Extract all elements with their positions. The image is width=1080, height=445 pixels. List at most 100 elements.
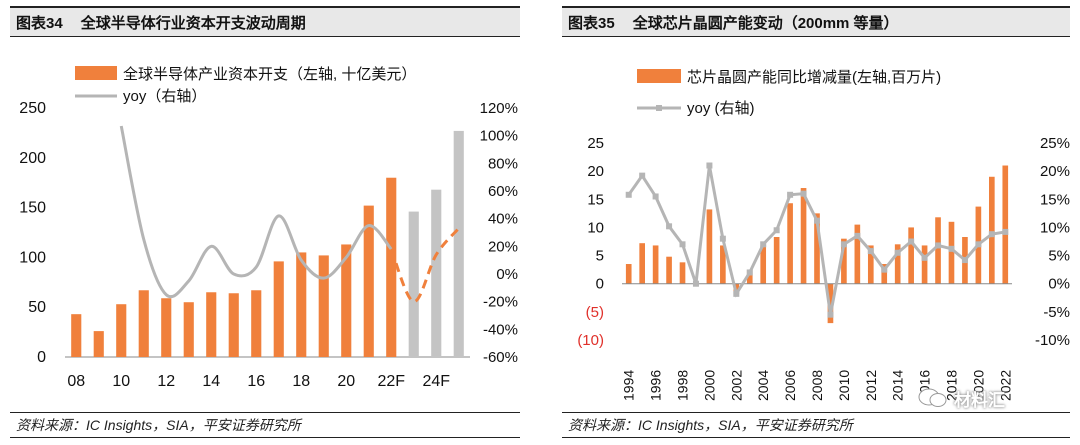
legend-label-capacity: 芯片晶圆产能同比增减量(左轴,百万片)	[687, 69, 941, 86]
chart-title: 全球半导体行业资本开支波动周期	[80, 14, 306, 32]
x-tick-label: 18	[292, 373, 310, 390]
y-left-tick-label: 150	[19, 200, 46, 217]
y-left-tick-label: 20	[587, 163, 604, 180]
capacity-bar	[989, 176, 995, 284]
yoy-marker	[692, 280, 699, 287]
yoy-marker	[719, 235, 726, 242]
capacity-bar	[841, 238, 847, 284]
y-right-tick-label: 40%	[488, 211, 518, 228]
yoy-marker	[787, 191, 794, 198]
x-tick-label: 2010	[836, 370, 852, 401]
yoy-marker	[854, 232, 861, 239]
capacity-bar	[625, 264, 632, 284]
capacity-bar	[894, 244, 901, 284]
capacity-bar	[639, 243, 645, 284]
y-right-tick-label: -60%	[483, 349, 518, 366]
x-tick-label: 2004	[755, 370, 771, 401]
capex-bar	[228, 293, 239, 357]
y-right-tick-label: 0%	[1048, 276, 1070, 293]
chart-title-bar: 图表34 全球半导体行业资本开支波动周期	[10, 6, 520, 37]
yoy-marker	[988, 231, 995, 238]
yoy-marker	[867, 248, 874, 255]
capacity-bar	[720, 245, 726, 284]
y-right-tick-label: 100%	[480, 128, 518, 145]
capacity-bar	[935, 217, 941, 284]
capacity-bar	[867, 245, 874, 284]
yoy-marker	[894, 249, 901, 256]
capacity-bar	[800, 188, 807, 284]
yoy-marker	[733, 290, 740, 297]
yoy-marker	[800, 190, 807, 197]
capex-bar	[93, 331, 104, 357]
capex-chart-svg: 全球半导体产业资本开支（左轴, 十亿美元）yoy（右轴）050100150200…	[19, 65, 518, 390]
yoy-forecast-line	[389, 227, 460, 304]
legend-marker-yoy	[656, 105, 662, 111]
y-right-tick-label: 120%	[480, 100, 518, 117]
capex-bar	[341, 244, 352, 357]
y-left-tick-label: (5)	[586, 304, 604, 321]
capex-bar	[273, 261, 284, 357]
y-right-tick-label: 15%	[1040, 191, 1070, 208]
yoy-marker	[666, 223, 673, 230]
capex-bar	[386, 177, 397, 357]
capacity-bar	[881, 264, 888, 284]
capacity-bar	[787, 203, 793, 284]
capex-bar	[116, 304, 127, 357]
yoy-line	[119, 125, 393, 299]
legend-label-yoy: yoy (右轴)	[687, 100, 755, 117]
legend-label-capex: 全球半导体产业资本开支（左轴, 十亿美元）	[123, 65, 416, 83]
x-tick-label: 16	[247, 373, 265, 390]
capacity-bar	[827, 283, 834, 324]
y-right-tick-label: 25%	[1040, 135, 1070, 152]
x-tick-label: 2022	[997, 370, 1013, 401]
capacity-bar	[908, 227, 914, 284]
x-tick-label: 22F	[377, 373, 405, 390]
y-right-tick-label: 20%	[1040, 163, 1070, 180]
capex-bar	[161, 298, 172, 357]
chart-title: 全球芯片晶圆产能变动（200mm 等量）	[632, 14, 899, 32]
yoy-marker	[840, 241, 847, 248]
yoy-marker	[935, 242, 942, 249]
yoy-marker	[908, 238, 915, 245]
yoy-marker	[760, 241, 767, 248]
source-note: 资料来源：IC Insights，SIA，平安证券研究所	[10, 412, 520, 438]
y-left-tick-label: 250	[19, 100, 46, 117]
yoy-marker	[746, 269, 753, 276]
y-left-tick-label: (10)	[577, 332, 604, 349]
yoy-marker	[706, 162, 713, 169]
y-right-tick-label: 0%	[496, 266, 518, 283]
yoy-marker	[652, 193, 659, 200]
y-left-tick-label: 5	[596, 248, 604, 265]
legend-swatch-capacity	[637, 69, 681, 83]
capex-bar	[71, 314, 82, 357]
yoy-marker	[625, 191, 632, 198]
yoy-marker	[639, 172, 646, 179]
figure-number: 图表34	[16, 14, 63, 32]
capacity-bar	[706, 209, 713, 284]
capex-bar	[363, 205, 374, 357]
x-tick-label: 1998	[675, 370, 691, 401]
chart-title-bar: 图表35 全球芯片晶圆产能变动（200mm 等量）	[562, 6, 1070, 37]
yoy-marker	[1002, 228, 1009, 235]
chart-panel-wafer-capacity: 图表35 全球芯片晶圆产能变动（200mm 等量） 芯片晶圆产能同比增减量(左轴…	[552, 0, 1080, 445]
x-tick-label: 20	[337, 373, 355, 390]
x-tick-label: 08	[67, 373, 85, 390]
capex-bar	[408, 211, 419, 357]
capacity-bar	[679, 262, 686, 284]
capacity-bar	[746, 269, 753, 284]
watermark-text: 材料汇	[954, 390, 1005, 410]
capex-bar	[206, 292, 217, 357]
capex-bar	[431, 189, 442, 357]
x-tick-label: 2006	[782, 370, 798, 401]
yoy-marker	[881, 266, 888, 273]
yoy-marker	[827, 311, 834, 318]
y-right-tick-label: 20%	[488, 238, 518, 255]
capacity-bar	[854, 224, 861, 284]
capex-bar	[296, 252, 307, 357]
y-left-tick-label: 10	[587, 219, 604, 236]
wafer-chart-svg: 芯片晶圆产能同比增减量(左轴,百万片) yoy (右轴) (10) (5) 0 5 10 15…	[577, 69, 1070, 401]
yoy-marker	[773, 227, 780, 234]
figure-number: 图表35	[568, 14, 615, 32]
x-tick-label: 2018	[943, 370, 959, 401]
chart-panel-capex: 图表34 全球半导体行业资本开支波动周期 全球半导体产业资本开支（左轴, 十亿美…	[0, 0, 530, 445]
